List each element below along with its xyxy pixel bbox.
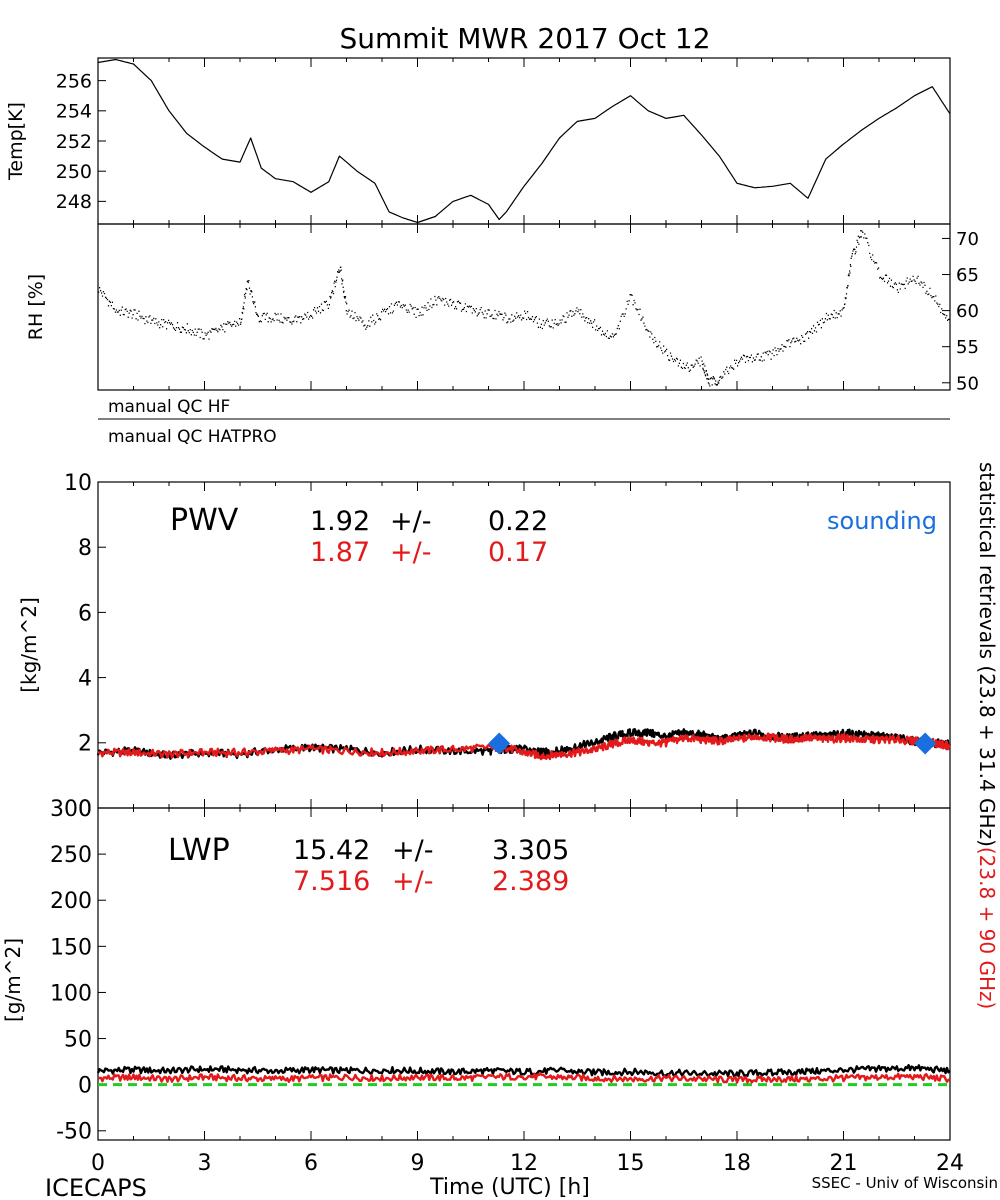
lwp-stat-black-mean: 15.42 (293, 835, 370, 866)
temp-series-0 (97, 58, 951, 224)
x-tick-label: 24 (936, 1151, 964, 1176)
sounding-legend: sounding (827, 507, 937, 535)
lwp-ytick-label: 100 (50, 981, 92, 1006)
lwp-stat-red-pm: +/- (392, 866, 433, 897)
temp-ytick-label: 250 (56, 161, 92, 183)
pwv-label: PWV (170, 503, 239, 538)
pwv-stat-red-pm: +/- (390, 537, 431, 568)
rh-ytick-label: 65 (956, 265, 979, 286)
lwp-ytick-label: 250 (50, 843, 92, 868)
pwv-ytick-label: 6 (78, 601, 92, 626)
temp-panel-frame (97, 57, 951, 225)
lwp-ytick-label: 200 (50, 889, 92, 914)
lwp-ylabel: [g/m^2] (1, 938, 25, 1022)
ssec-credit: SSEC - Univ of Wisconsin (812, 1174, 998, 1192)
pwv-ytick-label: 8 (78, 536, 92, 561)
right-vertical-label-red: (23.8 + 90 GHz) (975, 847, 999, 1009)
temp-ytick-label: 254 (56, 101, 92, 123)
pwv-series-0 (96, 728, 952, 760)
pwv-series-1 (97, 732, 951, 761)
pwv-stat-black-mean: 1.92 (310, 506, 370, 537)
pwv-ytick-label: 10 (64, 471, 92, 496)
x-tick-label: 21 (830, 1151, 858, 1176)
sounding-marker (488, 732, 511, 755)
lwp-stat-red-sd: 2.389 (492, 866, 569, 897)
temp-ytick-label: 256 (56, 70, 92, 92)
rh-ytick-label: 70 (956, 229, 979, 250)
pwv-stat-red-mean: 1.87 (310, 537, 370, 568)
right-vertical-label-black: statistical retrievals (23.8 + 31.4 GHz) (975, 462, 999, 847)
pwv-ytick-label: 0 (78, 797, 92, 822)
temp-ytick-label: 252 (56, 131, 92, 153)
lwp-stat-red-mean: 7.516 (293, 866, 370, 897)
lwp-ytick-label: 50 (64, 1027, 92, 1052)
pwv-ylabel: [kg/m^2] (17, 597, 41, 693)
rh-ylabel: RH [%] (25, 274, 47, 340)
rh-panel-frame (97, 223, 951, 391)
right-vertical-label: statistical retrievals (23.8 + 31.4 GHz)… (975, 462, 999, 1009)
lwp-stat-black-sd: 3.305 (492, 835, 569, 866)
temp-ytick-label: 248 (56, 191, 92, 213)
rh-ytick-label: 50 (956, 373, 979, 394)
icecaps-label: ICECAPS (45, 1174, 147, 1200)
pwv-stat-black-sd: 0.22 (488, 506, 548, 537)
lwp-label: LWP (168, 833, 230, 868)
sounding-marker (914, 732, 937, 755)
pwv-ytick-label: 4 (78, 667, 92, 692)
x-tick-label: 9 (411, 1151, 425, 1176)
lwp-series-0 (96, 1064, 951, 1078)
pwv-stat-red-sd: 0.17 (488, 537, 548, 568)
x-tick-label: 18 (723, 1151, 751, 1176)
x-tick-label: 0 (91, 1151, 105, 1176)
x-tick-label: 3 (198, 1151, 212, 1176)
pwv-stat-black-pm: +/- (390, 506, 431, 537)
qc-label-hatpro: manual QC HATPRO (108, 427, 277, 447)
x-axis-label: Time (UTC) [h] (429, 1175, 590, 1200)
x-tick-label: 15 (617, 1151, 645, 1176)
qc-label-hf: manual QC HF (108, 397, 230, 417)
x-tick-label: 6 (304, 1151, 318, 1176)
rh-ytick-label: 60 (956, 301, 979, 322)
x-tick-label: 12 (510, 1151, 538, 1176)
lwp-ytick-label: 0 (78, 1074, 92, 1099)
temp-ylabel: Temp[K] (5, 102, 27, 181)
chart-title: Summit MWR 2017 Oct 12 (339, 22, 710, 55)
lwp-ytick-label: 150 (50, 935, 92, 960)
rh-series-0 (98, 230, 951, 387)
rh-ytick-label: 55 (956, 337, 979, 358)
lwp-stat-black-pm: +/- (392, 835, 433, 866)
lwp-ytick-label: 300 (50, 797, 92, 822)
lwp-ytick-label: -50 (56, 1120, 92, 1145)
pwv-ytick-label: 2 (78, 732, 92, 757)
lwp-series-1 (97, 1072, 951, 1084)
